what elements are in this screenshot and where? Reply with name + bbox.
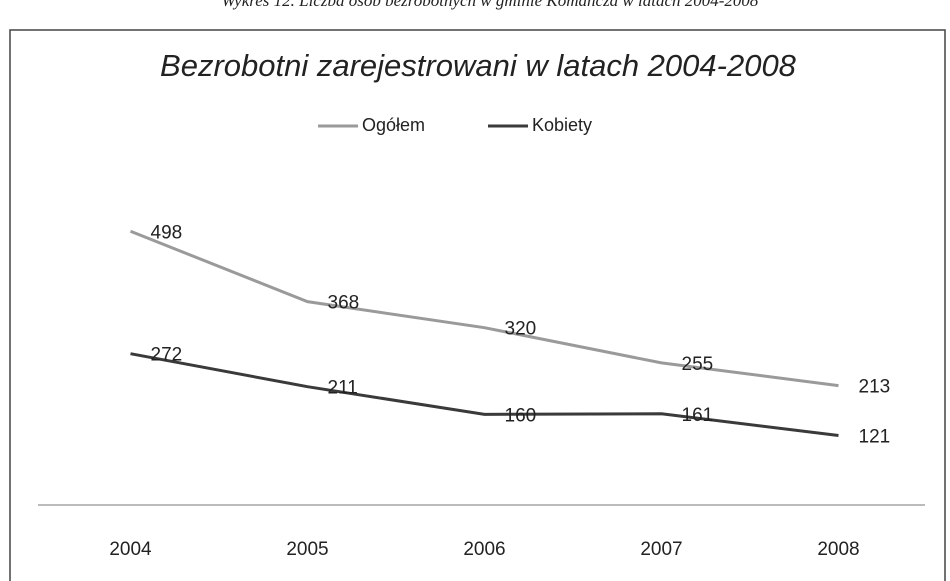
data-label: 368 [328, 293, 360, 314]
data-label: 211 [328, 378, 358, 399]
x-tick-label: 2004 [109, 539, 152, 560]
caption: Wykres 12. Liczba osób bezrobotnych w gm… [222, 0, 759, 10]
data-label: 498 [151, 222, 183, 243]
data-label: 320 [505, 319, 537, 340]
legend-label: Ogółem [362, 115, 425, 135]
series-line [130, 352, 839, 437]
x-tick-label: 2006 [463, 539, 505, 560]
x-tick-label: 2005 [286, 539, 328, 560]
data-label: 255 [682, 354, 714, 375]
data-label: 213 [859, 377, 891, 398]
x-tick-label: 2007 [640, 539, 682, 560]
legend-label: Kobiety [532, 115, 592, 135]
chart-title: Bezrobotni zarejestrowani w latach 2004-… [160, 48, 797, 83]
chart-frame [9, 29, 946, 581]
x-tick-label: 2008 [817, 539, 859, 560]
series-line [129, 229, 839, 388]
data-label: 161 [682, 405, 714, 426]
data-label: 121 [859, 426, 891, 447]
data-label: 272 [151, 345, 183, 366]
data-label: 160 [505, 405, 537, 426]
